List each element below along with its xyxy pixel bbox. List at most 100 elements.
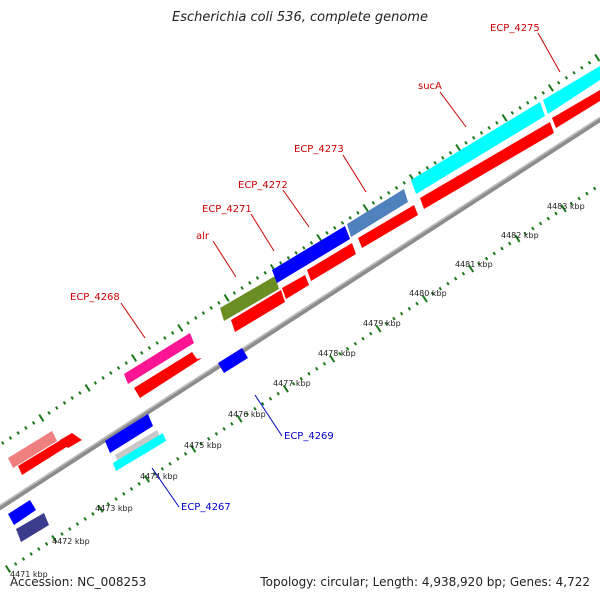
red-arrow[interactable] — [282, 275, 309, 299]
scale-tick — [47, 411, 51, 415]
outer-tick-track — [1, 53, 600, 445]
feature-olive-alr[interactable] — [220, 276, 279, 321]
scale-tick — [253, 406, 257, 411]
scale-tick — [507, 241, 512, 246]
gene-label-ecp4269[interactable]: ECP_4269 — [284, 431, 334, 442]
kbp-label: 4478 kbp — [318, 349, 356, 358]
kbp-label: 4475 kbp — [184, 441, 222, 450]
red-arrow[interactable] — [231, 290, 285, 332]
gene-label-ecp4275[interactable]: ECP_4275 — [490, 23, 540, 34]
scale-tick — [83, 517, 87, 521]
feature-navy[interactable] — [16, 513, 49, 542]
scale-tick — [51, 535, 58, 543]
scale-tick — [232, 291, 237, 295]
scale-tick — [93, 381, 98, 385]
scale-tick — [122, 492, 126, 496]
scale-tick — [70, 396, 74, 400]
feature-gray[interactable] — [115, 430, 160, 462]
red-arrow[interactable] — [552, 90, 600, 128]
feature-cyan-suca[interactable] — [411, 102, 545, 194]
scale-tick — [441, 155, 445, 160]
red-arrow[interactable] — [358, 205, 418, 248]
forward-strand-arrows — [18, 90, 600, 475]
kbp-label: 4479 kbp — [363, 319, 401, 328]
leader-ecp4272 — [282, 189, 310, 228]
gene-label-suca[interactable]: sucA — [418, 81, 442, 92]
gene-label-ecp4268[interactable]: ECP_4268 — [70, 292, 120, 303]
accession-text: Accession: NC_008253 — [10, 575, 147, 589]
scale-tick — [16, 431, 20, 435]
scale-tick — [278, 261, 283, 265]
feature-cyan-ecp4275[interactable] — [543, 66, 600, 114]
scale-tick — [322, 361, 327, 366]
feature-salmon[interactable] — [8, 431, 57, 468]
scale-tick — [190, 444, 197, 453]
scale-tick — [464, 140, 468, 145]
scale-tick — [68, 527, 72, 531]
scale-tick — [479, 130, 484, 135]
kbp-label: 4483 kbp — [547, 202, 585, 211]
red-arrow[interactable] — [60, 433, 82, 448]
scale-tick — [24, 426, 28, 430]
feature-blue-ecp4272[interactable] — [272, 226, 350, 283]
scale-tick — [209, 306, 213, 310]
scale-tick — [294, 251, 298, 255]
scale-tick — [455, 143, 462, 152]
scale-tick — [222, 426, 226, 431]
leader-ecp4273 — [342, 154, 367, 193]
kbp-label: 4481 kbp — [455, 260, 493, 269]
scale-tick — [78, 391, 82, 395]
gene-label-ecp4272[interactable]: ECP_4272 — [238, 180, 288, 191]
scale-tick — [333, 225, 337, 230]
scale-tick — [425, 165, 430, 170]
gene-label-alr[interactable]: alr — [196, 231, 210, 242]
scale-tick — [384, 321, 388, 326]
gene-labels: ECP_4275 sucA ECP_4273 ECP_4272 ECP_4271… — [70, 23, 540, 513]
scale-tick — [315, 366, 319, 371]
scale-tick — [484, 256, 489, 261]
scale-tick — [137, 481, 141, 486]
scale-tick — [155, 341, 159, 345]
feature-steel-ecp4273[interactable] — [347, 189, 408, 237]
feature-magenta-ecp4268[interactable] — [124, 333, 194, 384]
scale-tick — [130, 354, 138, 362]
scale-tick — [114, 497, 118, 501]
scale-tick — [163, 336, 167, 340]
leader-ecp4268 — [120, 302, 146, 339]
blue-arrow-ecp4269[interactable] — [218, 348, 248, 373]
red-arrow[interactable] — [18, 438, 68, 475]
red-arrow[interactable] — [307, 243, 356, 281]
scale-tick — [471, 135, 476, 140]
gene-label-ecp4267[interactable]: ECP_4267 — [181, 502, 231, 513]
scale-tick — [492, 251, 496, 256]
scale-tick — [177, 324, 184, 332]
scale-tick — [194, 316, 198, 320]
scale-tick — [392, 316, 396, 321]
scale-tick — [217, 301, 221, 305]
scale-tick — [541, 90, 545, 95]
scale-tick — [316, 233, 323, 242]
feature-cyan-ecp4267[interactable] — [113, 433, 166, 471]
scale-tick — [394, 185, 399, 190]
label-leaders — [120, 32, 561, 508]
gene-label-ecp4273[interactable]: ECP_4273 — [294, 144, 344, 155]
map-title: Escherichia coli 536, complete genome — [172, 10, 428, 25]
kbp-label: 4471 kbp — [10, 570, 48, 579]
red-arrow[interactable] — [420, 122, 554, 209]
blue-arrow[interactable] — [8, 500, 36, 525]
scale-tick — [186, 321, 190, 325]
gene-label-ecp4271[interactable]: ECP_4271 — [202, 204, 252, 215]
scale-tick — [345, 346, 350, 351]
scale-tick — [569, 201, 574, 206]
genome-backbone-highlight — [0, 116, 600, 507]
scale-tick — [348, 215, 352, 220]
scale-tick — [168, 461, 172, 466]
kbp-label: 4473 kbp — [95, 504, 133, 513]
scale-tick — [526, 100, 530, 105]
red-arrow[interactable] — [134, 352, 202, 398]
scale-tick — [276, 391, 280, 396]
scale-tick — [13, 562, 18, 566]
scale-tick — [1, 441, 5, 445]
scale-tick — [572, 70, 576, 75]
blue-arrow[interactable] — [105, 414, 153, 453]
